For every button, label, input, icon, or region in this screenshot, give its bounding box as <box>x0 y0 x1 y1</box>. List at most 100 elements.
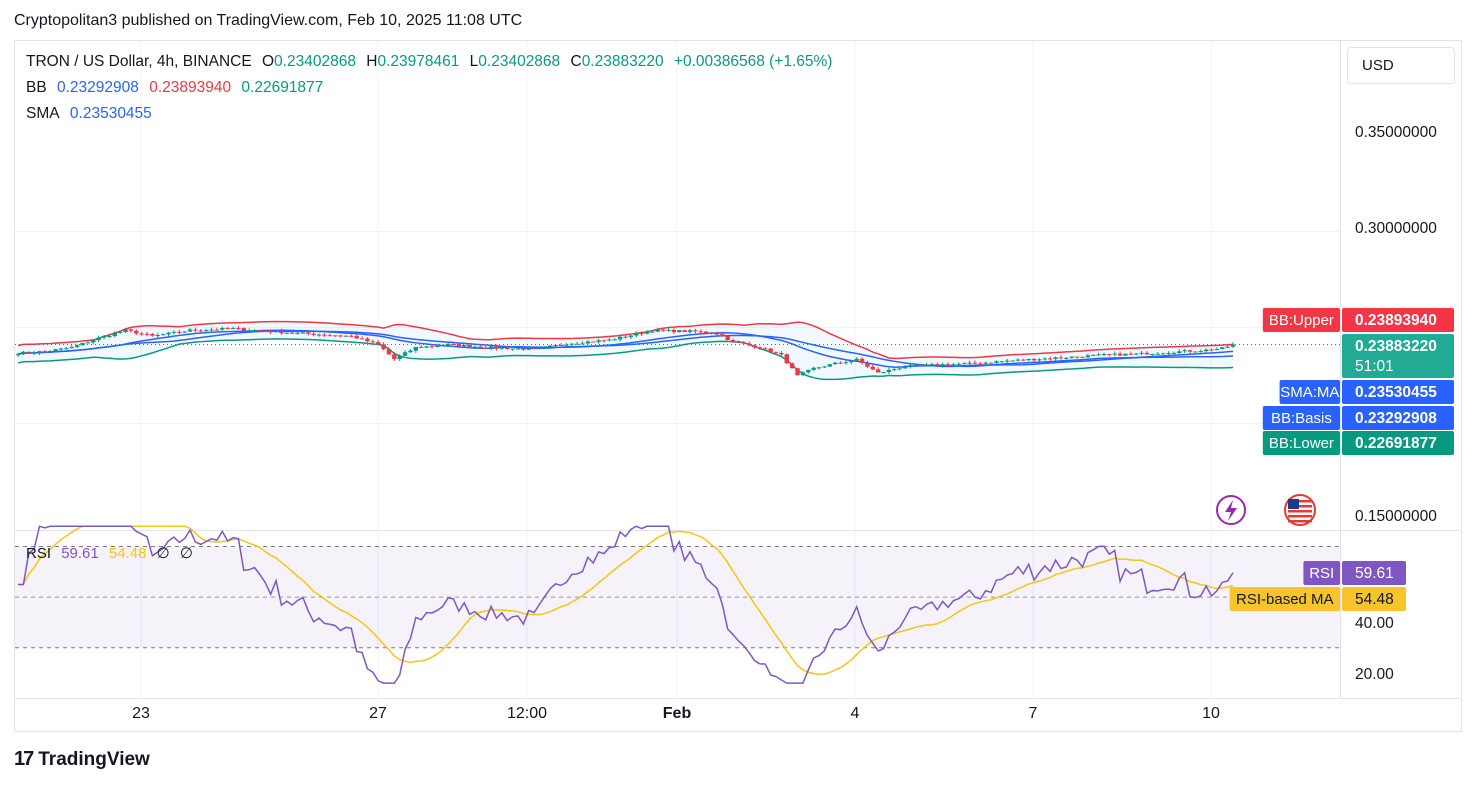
candle-body[interactable] <box>1134 353 1139 355</box>
candle-body[interactable] <box>435 345 440 347</box>
candle-body[interactable] <box>693 330 698 332</box>
candle-body[interactable] <box>69 347 74 349</box>
legend-rsi-label[interactable]: RSI <box>26 545 52 562</box>
candle-body[interactable] <box>365 338 370 342</box>
candle-body[interactable] <box>419 347 424 349</box>
candle-body[interactable] <box>413 347 419 351</box>
candle-body[interactable] <box>96 337 101 341</box>
candle-body[interactable] <box>494 346 499 349</box>
candle-body[interactable] <box>150 333 155 336</box>
candle-body[interactable] <box>978 363 983 365</box>
candle-body[interactable] <box>660 329 666 331</box>
candle-body[interactable] <box>913 364 919 366</box>
candle-body[interactable] <box>488 346 494 349</box>
candle-body[interactable] <box>1021 359 1026 361</box>
candle-body[interactable] <box>1010 360 1015 362</box>
candle-body[interactable] <box>1074 356 1080 358</box>
candle-body[interactable] <box>322 334 327 336</box>
candle-body[interactable] <box>854 358 859 361</box>
candle-body[interactable] <box>655 329 660 332</box>
candle-body[interactable] <box>64 348 69 350</box>
candle-body[interactable] <box>574 343 580 345</box>
candle-body[interactable] <box>591 341 596 343</box>
candle-body[interactable] <box>1166 353 1171 355</box>
candle-body[interactable] <box>1091 354 1096 356</box>
candle-body[interactable] <box>343 335 349 337</box>
candle-body[interactable] <box>687 330 693 332</box>
candle-body[interactable] <box>289 332 295 334</box>
candle-body[interactable] <box>644 331 650 334</box>
candle-body[interactable] <box>838 362 843 364</box>
candle-body[interactable] <box>666 329 671 331</box>
currency-button[interactable]: USD <box>1347 47 1455 84</box>
candle-body[interactable] <box>881 372 886 374</box>
candle-body[interactable] <box>918 364 924 366</box>
candle-body[interactable] <box>558 344 564 346</box>
candle-body[interactable] <box>784 354 789 364</box>
candle-body[interactable] <box>53 349 58 351</box>
candle-body[interactable] <box>1150 353 1155 355</box>
candle-body[interactable] <box>306 332 311 334</box>
candle-body[interactable] <box>85 342 91 344</box>
candle-body[interactable] <box>827 364 832 367</box>
candle-body[interactable] <box>542 346 548 348</box>
candle-body[interactable] <box>236 328 241 330</box>
candle-body[interactable] <box>897 368 902 370</box>
candle-body[interactable] <box>650 331 655 333</box>
candle-body[interactable] <box>768 348 773 353</box>
candle-body[interactable] <box>945 364 951 366</box>
candle-body[interactable] <box>230 328 236 330</box>
candle-body[interactable] <box>564 344 569 346</box>
candle-body[interactable] <box>193 329 198 331</box>
candle-body[interactable] <box>440 345 445 347</box>
candle-body[interactable] <box>268 331 273 333</box>
candle-body[interactable] <box>397 355 402 360</box>
candle-body[interactable] <box>1209 349 1214 351</box>
candle-body[interactable] <box>1155 353 1160 355</box>
candle-body[interactable] <box>1042 358 1048 360</box>
candle-body[interactable] <box>757 347 763 349</box>
candle-body[interactable] <box>607 339 612 341</box>
candle-body[interactable] <box>967 362 972 364</box>
candle-body[interactable] <box>1026 358 1031 361</box>
candle-body[interactable] <box>1053 357 1058 359</box>
legend-sma-label[interactable]: SMA <box>26 105 60 122</box>
legend-symbol[interactable]: TRON / US Dollar, 4h, BINANCE <box>26 53 252 70</box>
candle-body[interactable] <box>15 354 21 356</box>
candle-body[interactable] <box>284 332 290 334</box>
candle-body[interactable] <box>112 332 117 336</box>
candle-body[interactable] <box>951 364 956 366</box>
candle-body[interactable] <box>1031 358 1037 361</box>
candle-body[interactable] <box>789 363 795 369</box>
candle-body[interactable] <box>902 366 908 369</box>
candle-body[interactable] <box>800 372 806 376</box>
candle-body[interactable] <box>354 335 359 339</box>
candle-body[interactable] <box>1193 351 1198 353</box>
candle-body[interactable] <box>580 343 585 345</box>
candle-body[interactable] <box>1230 344 1236 347</box>
candle-body[interactable] <box>639 333 644 335</box>
candle-body[interactable] <box>144 333 150 335</box>
candle-body[interactable] <box>1139 352 1144 354</box>
candle-body[interactable] <box>408 350 413 353</box>
candle-body[interactable] <box>725 336 730 340</box>
candle-body[interactable] <box>865 362 870 367</box>
candle-body[interactable] <box>849 360 854 363</box>
candle-body[interactable] <box>875 369 881 373</box>
candle-body[interactable] <box>935 364 940 366</box>
candle-body[interactable] <box>526 348 531 350</box>
candle-body[interactable] <box>424 346 429 348</box>
candle-body[interactable] <box>892 369 897 371</box>
candle-body[interactable] <box>220 328 225 330</box>
candle-body[interactable] <box>483 347 488 349</box>
candle-body[interactable] <box>462 344 467 347</box>
candle-body[interactable] <box>472 346 478 348</box>
candle-body[interactable] <box>1220 347 1225 350</box>
candle-body[interactable] <box>709 332 714 334</box>
candle-body[interactable] <box>741 342 746 344</box>
candle-body[interactable] <box>257 330 263 332</box>
candle-body[interactable] <box>182 331 187 333</box>
candle-body[interactable] <box>1187 350 1193 352</box>
candle-body[interactable] <box>634 333 639 336</box>
